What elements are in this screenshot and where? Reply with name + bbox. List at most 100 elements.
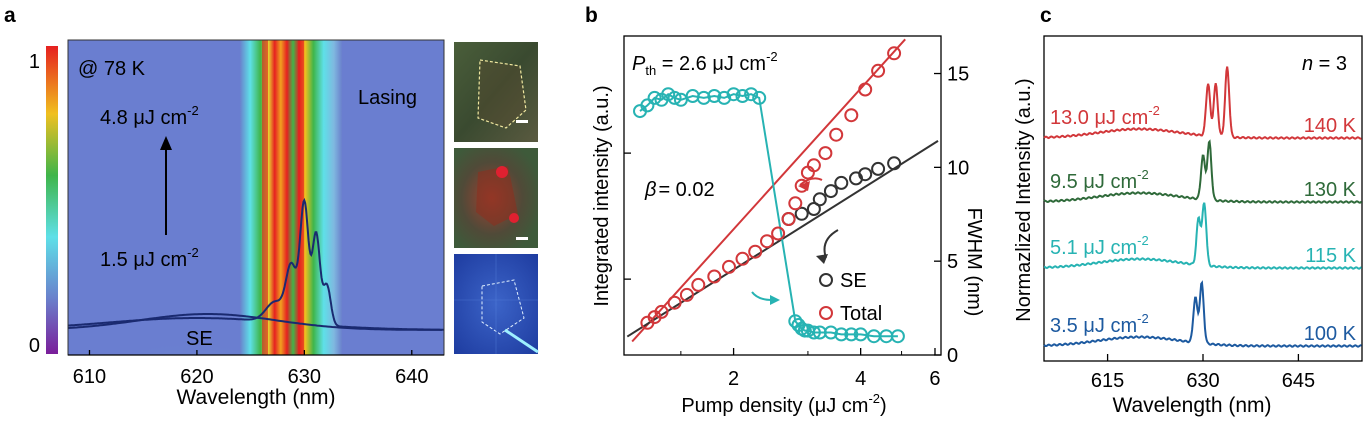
crystal-outline-1 — [477, 59, 527, 129]
x-tick-label-c: 645 — [1282, 370, 1315, 392]
marker-se — [823, 184, 838, 199]
spectrum-fluence-label: 9.5 μJ cm-2 — [1050, 167, 1149, 193]
marker-total — [735, 251, 750, 266]
axes-b: 2 4 60 5 10 15 — [624, 64, 969, 390]
arrow-fwhm-to-right — [751, 291, 773, 301]
lasing-label: Lasing — [358, 87, 417, 109]
spectrum-temp-label: 130 K — [1304, 179, 1357, 201]
marker-fwhm — [667, 90, 682, 105]
marker-se — [834, 175, 849, 190]
x-tick-label-b: 4 — [855, 368, 866, 390]
marker-total — [667, 295, 682, 310]
x-axis-a: 610 620 630 640 — [68, 350, 444, 388]
marker-total — [788, 196, 803, 211]
marker-fwhm — [834, 327, 849, 342]
colorbar — [46, 46, 58, 354]
spectrum-fluence-label: 5.1 μJ cm-2 — [1050, 233, 1149, 259]
scale-bar-2 — [516, 237, 528, 240]
marker-total — [818, 146, 833, 161]
x-tick-label-a: 630 — [288, 366, 321, 388]
temperature-label: @ 78 K — [78, 58, 146, 80]
se-spectrum-line — [68, 313, 442, 331]
marker-fwhm — [696, 90, 711, 105]
marker-fwhm — [890, 329, 905, 344]
x-tick-label-a: 620 — [180, 366, 213, 388]
y-axis-label-c: Normazlized Intensity (a.u.) — [1013, 78, 1035, 321]
markers-b — [633, 46, 905, 344]
spectrum-temp-label: 100 K — [1304, 323, 1357, 345]
micrograph-insets — [454, 42, 539, 354]
lasing-band — [240, 40, 342, 355]
marker-total — [679, 287, 694, 302]
spectrum-line — [1043, 139, 1363, 204]
x-tick-label-c: 615 — [1091, 370, 1124, 392]
spectrum-temp-label: 115 K — [1305, 245, 1356, 267]
x-tick-label-a: 610 — [73, 366, 106, 388]
arrow-total-to-left — [799, 177, 823, 186]
marker-fwhm — [744, 87, 759, 102]
y-tick-label-right-b: 0 — [947, 345, 958, 367]
spectrum-fluence-label: 13.0 μJ cm-2 — [1050, 103, 1160, 129]
marker-fwhm — [647, 90, 662, 105]
arrowhead-se — [816, 254, 828, 264]
panel-c: c n = 3 13.0 μJ cm-2 140 K 9.5 μJ cm-2 130 … — [1013, 4, 1363, 417]
marker-total — [887, 46, 902, 61]
se-label: SE — [186, 328, 213, 350]
y-tick-label-right-b: 10 — [947, 157, 969, 179]
marker-fwhm — [844, 327, 859, 342]
heatmap — [68, 40, 444, 355]
panel-a-letter: a — [4, 4, 16, 27]
y-axis-label-left-b: Integrated intensity (a.u.) — [591, 85, 613, 306]
legend-se-marker — [819, 273, 833, 287]
fluence-arrowhead — [160, 136, 172, 150]
marker-total — [707, 269, 722, 284]
marker-total — [748, 244, 763, 259]
x-tick-label-a: 640 — [395, 366, 428, 388]
marker-total — [760, 234, 774, 249]
pth-label: Pth = 2.6 μJ cm-2 — [632, 49, 778, 78]
legend-se-label: SE — [840, 270, 867, 292]
y-tick-label-right-b: 15 — [947, 64, 969, 86]
colorbar-max-label: 1 — [29, 51, 40, 73]
panel-b: b Pth = 2.6 μJ cm-2 β = 0.02 SE Total 2 4 6… — [585, 4, 985, 417]
y-tick-label-right-b: 5 — [947, 251, 958, 273]
spectrum-line — [1043, 202, 1362, 270]
marker-total — [829, 127, 844, 142]
x-axis-label-a: Wavelength (nm) — [176, 386, 335, 409]
simulation-leakage — [504, 328, 539, 354]
marker-total — [858, 82, 873, 97]
marker-total — [722, 259, 736, 274]
simulation-grid — [454, 254, 538, 354]
marker-total — [771, 226, 786, 241]
lasing-mode-2 — [298, 40, 304, 355]
x-axis-label-b: Pump density (μJ cm-2) — [681, 391, 886, 417]
fluence-low-label: 1.5 μJ cm-2 — [100, 245, 199, 271]
marker-se — [871, 161, 886, 176]
lasing-mode-1 — [262, 40, 268, 355]
marker-fwhm — [823, 325, 838, 340]
crystal-emission-2 — [476, 166, 518, 226]
beta-label: β = 0.02 — [644, 179, 715, 201]
panel-c-letter: c — [1040, 4, 1052, 27]
marker-se — [812, 192, 827, 207]
arrow-se — [823, 229, 839, 259]
x-tick-label-c: 630 — [1186, 370, 1219, 392]
emission-spot-2 — [509, 213, 519, 223]
spectrum-line — [1043, 66, 1362, 140]
arrowhead-total — [798, 181, 810, 191]
spectrum-fluence-label: 3.5 μJ cm-2 — [1050, 311, 1149, 337]
marker-total — [806, 158, 821, 173]
scale-bar-1 — [516, 120, 528, 123]
marker-fwhm — [752, 90, 767, 105]
spectrum-temp-label: 140 K — [1304, 115, 1357, 137]
marker-fwhm — [726, 87, 741, 102]
marker-total — [844, 108, 859, 123]
emission-spot-1 — [496, 166, 508, 178]
x-axis-label-c: Wavelength (nm) — [1112, 394, 1271, 417]
marker-se — [887, 156, 902, 171]
x-axis-c: 615 630 645 — [1091, 354, 1315, 392]
fluence-high-label: 4.8 μJ cm-2 — [100, 103, 199, 129]
spectra-c: 13.0 μJ cm-2 140 K 9.5 μJ cm-2 130 K 5.1 μJ … — [1043, 66, 1363, 348]
marker-fwhm — [735, 89, 750, 103]
